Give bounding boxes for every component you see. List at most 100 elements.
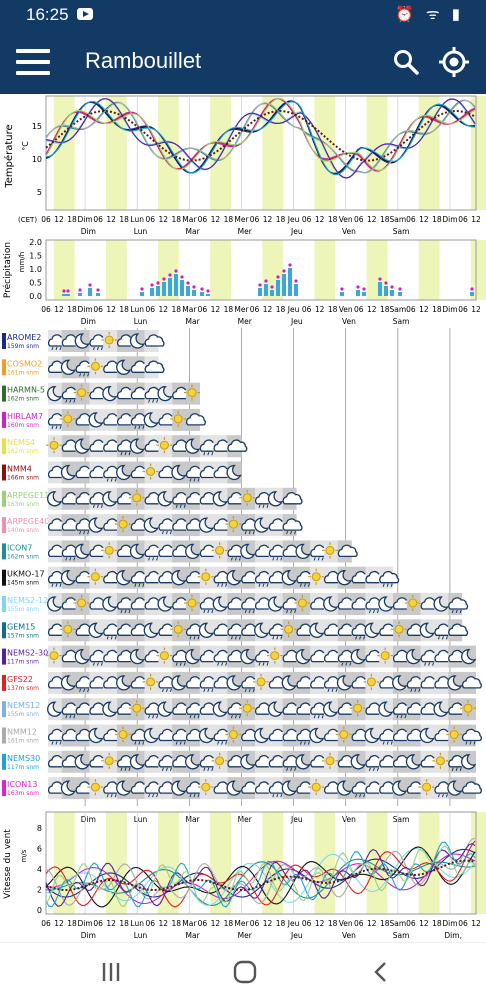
day-label: Sam: [393, 227, 410, 236]
x-tick-label: 12: [367, 919, 377, 928]
model-altitude: 161m snm: [7, 738, 39, 745]
precipitation-point: [378, 277, 382, 281]
day-label: Mar: [186, 227, 201, 236]
x-tick-label: 12: [106, 919, 116, 928]
day-label: Dim: [81, 227, 96, 236]
model-name: ARPEGE11: [7, 491, 49, 500]
precipitation-bar: [200, 292, 204, 296]
y-tick-label: 2.0: [29, 238, 42, 247]
precipitation-point: [470, 287, 474, 291]
model-altitude: 117m snm: [7, 764, 39, 771]
model-name: HIRLAM7: [7, 412, 43, 421]
wind-plot-frame: [45, 811, 477, 915]
home-icon[interactable]: [232, 959, 258, 985]
model-color-swatch: [2, 780, 6, 797]
day-label: Sam: [393, 815, 410, 824]
x-tick-label: 18: [276, 215, 286, 224]
x-tick-label: 18: [328, 215, 338, 224]
precipitation-chart: Précipitation mm/h 2.01.51.00.50.0 06 12 1…: [2, 238, 486, 326]
recent-apps-icon[interactable]: [98, 959, 124, 985]
precipitation-point: [150, 283, 154, 287]
y-tick-label: 10: [32, 155, 42, 164]
back-icon[interactable]: [368, 959, 394, 985]
x-tick-label: 12: [471, 919, 481, 928]
precipitation-bar: [390, 290, 394, 296]
precipitation-bar: [288, 268, 292, 296]
precipitation-bar: [340, 292, 344, 296]
x-tick-label: 06: [458, 919, 468, 928]
model-name: ICON13: [7, 780, 37, 789]
x-tick-label: 06: [406, 919, 416, 928]
day-label: Lun: [134, 931, 148, 940]
icon-day-labels: Dim Lun Mar Mer Jeu Ven Sam: [81, 815, 410, 824]
day-label: Ven: [342, 317, 356, 326]
precipitation-bar: [470, 292, 474, 296]
model-altitude: 161m snm: [7, 369, 39, 376]
precipitation-bar: [156, 286, 160, 296]
x-tick-label: 18: [380, 919, 390, 928]
model-name: NEMS2-30: [7, 649, 48, 658]
day-label: Mar: [186, 815, 201, 824]
x-tick-label: Ven: [339, 919, 353, 928]
precipitation-bar: [362, 292, 366, 296]
precipitation-bar: [78, 293, 82, 296]
model-color-swatch: [2, 490, 6, 507]
x-tick-label: Mer: [234, 215, 249, 224]
precipitation-point: [88, 283, 92, 287]
x-tick-label: Ven: [339, 215, 353, 224]
precipitation-bar: [258, 288, 262, 296]
x-tick-label: 06: [41, 919, 51, 928]
x-tick-label: Dim: [78, 215, 93, 224]
temperature-gridlines: [84, 96, 451, 210]
precipitation-point: [270, 285, 274, 289]
day-label: Ven: [342, 931, 356, 940]
x-tick-label: 12: [211, 305, 221, 314]
x-tick-label: 18: [432, 305, 442, 314]
model-altitude: 155m snm: [7, 711, 39, 718]
model-name: COSMO2: [7, 359, 42, 368]
y-tick-label: 8: [37, 824, 42, 833]
y-tick-label: 15: [32, 122, 42, 131]
precipitation-yticks: 2.0 1.5 1.0 0.5 0.0: [29, 238, 42, 301]
day-label: Jeu: [290, 815, 303, 824]
x-tick-label: 18: [119, 919, 129, 928]
search-icon[interactable]: [392, 48, 420, 76]
precipitation-point: [282, 269, 286, 273]
model-name: ICON7: [7, 543, 32, 552]
x-tick-label: 18: [119, 305, 129, 314]
day-label: Jeu: [290, 227, 303, 236]
model-altitude: 163m snm: [7, 790, 39, 797]
day-label: Ven: [342, 227, 356, 236]
model-color-swatch: [2, 701, 6, 718]
model-altitude: 137m snm: [7, 685, 39, 692]
precipitation-day-bands: [53, 240, 486, 300]
day-label: Lun: [134, 227, 148, 236]
day-label: Mar: [186, 317, 201, 326]
model-color-swatch: [2, 385, 6, 402]
precipitation-bar: [140, 292, 144, 296]
location-target-icon[interactable]: [438, 46, 470, 78]
precipitation-bar: [168, 278, 172, 296]
menu-icon[interactable]: [16, 49, 50, 75]
